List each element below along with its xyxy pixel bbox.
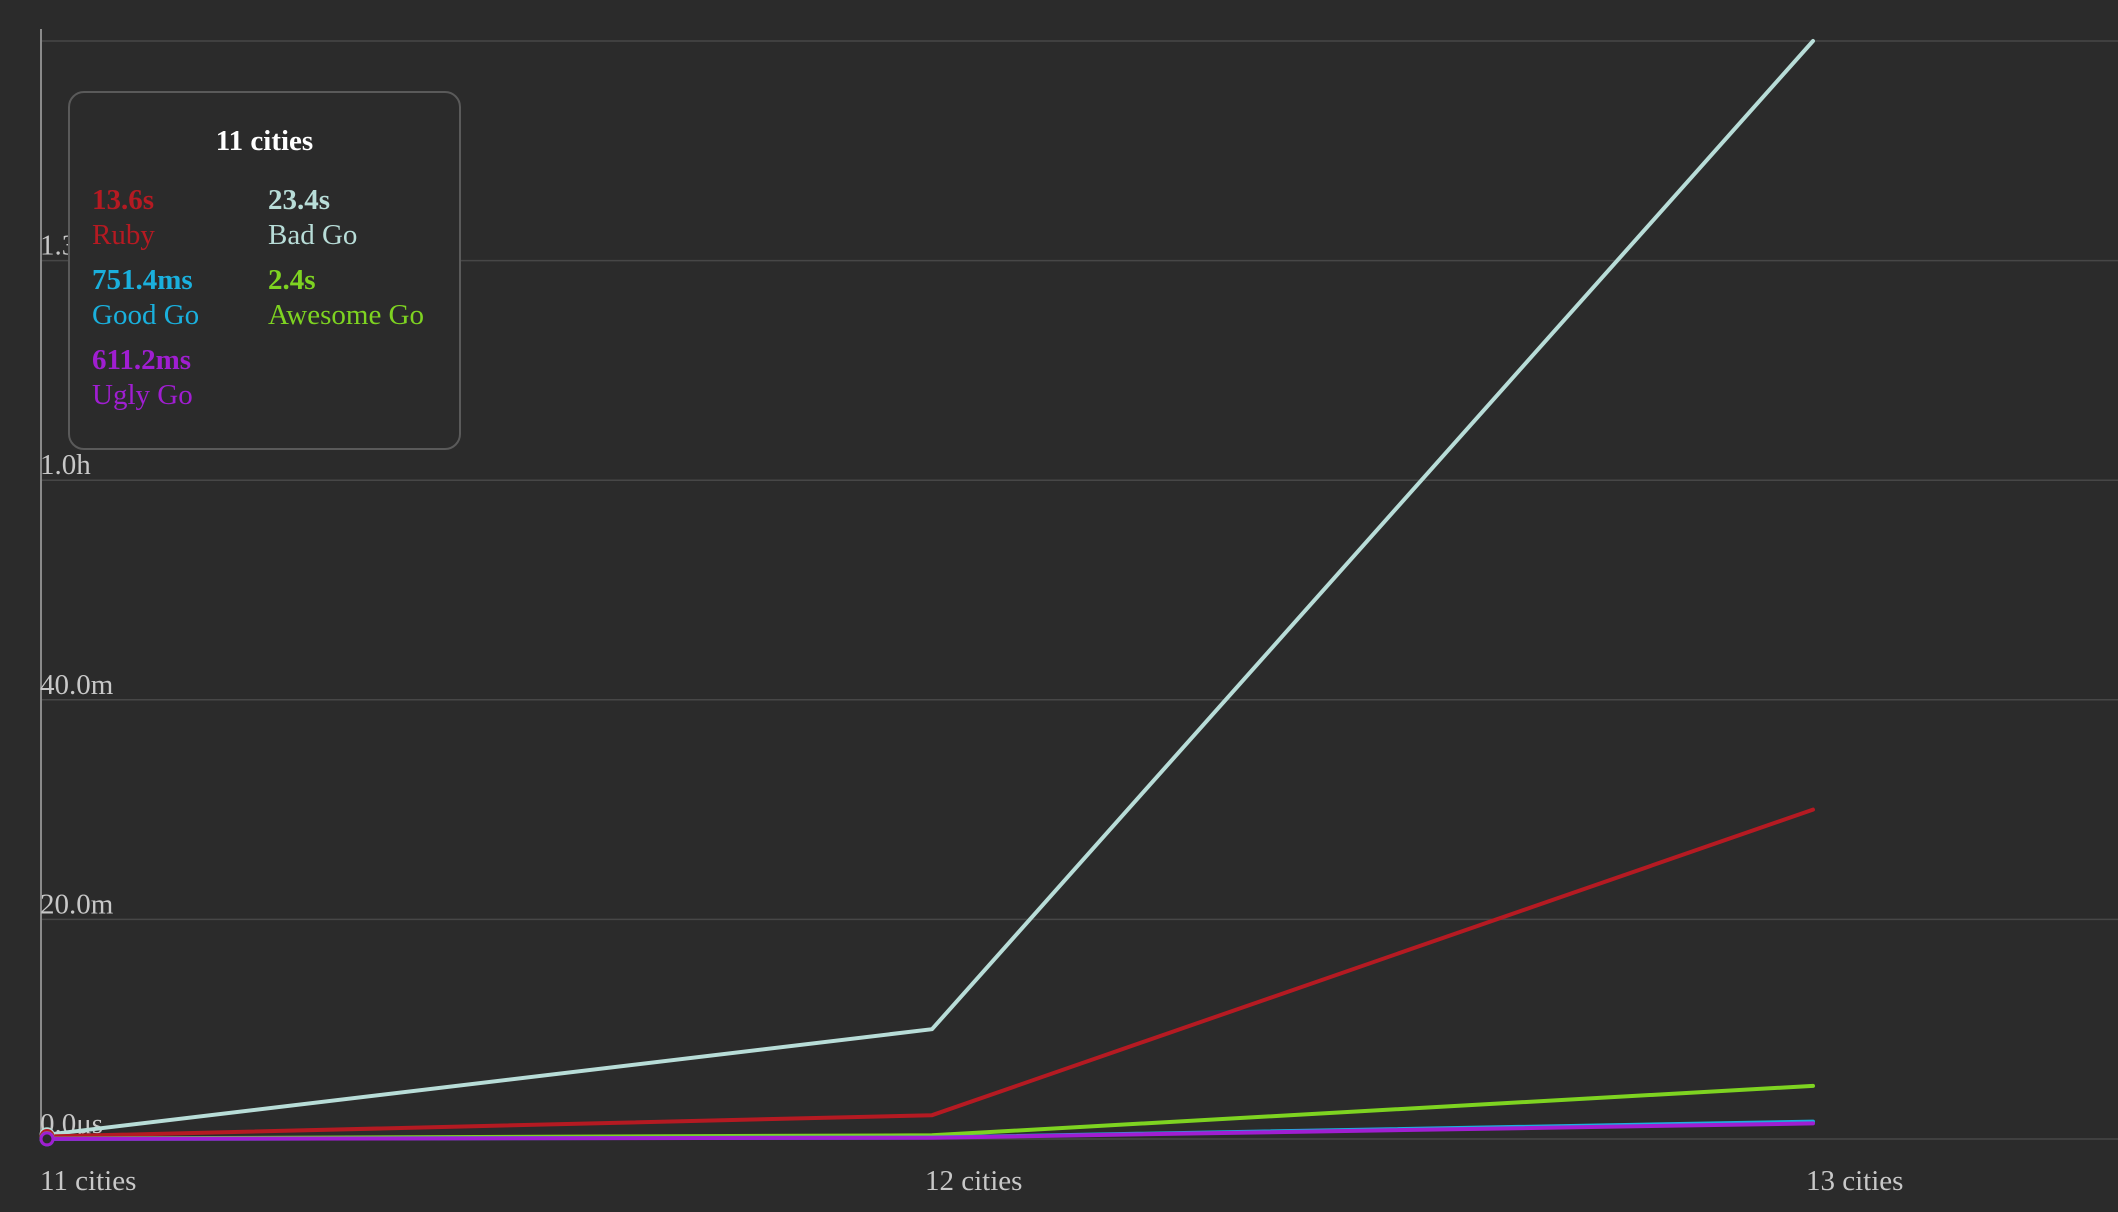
hover-tooltip: 11 cities 13.6s Ruby 23.4s Bad Go 751.4m… — [68, 91, 461, 450]
tooltip-item-awesome-go: 2.4s Awesome Go — [268, 263, 424, 333]
series-layer[interactable] — [45, 39, 1815, 1141]
tooltip-item-ruby: 13.6s Ruby — [92, 183, 155, 253]
x-tick-label: 13 cities — [1806, 1165, 1903, 1197]
tooltip-item-good-go: 751.4ms Good Go — [92, 263, 199, 333]
x-tick-label: 11 cities — [40, 1165, 136, 1197]
tooltip-value: 2.4s — [268, 264, 316, 296]
hover-point-ugly-go — [39, 1131, 55, 1147]
x-tick-label: 12 cities — [925, 1165, 1022, 1197]
tooltip-label: Bad Go — [268, 219, 358, 251]
tooltip-value: 13.6s — [92, 184, 155, 216]
hover-markers — [39, 1127, 55, 1147]
y-tick-label: 40.0m — [40, 669, 114, 701]
tooltip-value: 751.4ms — [92, 264, 193, 296]
tooltip-label: Good Go — [92, 299, 200, 331]
series-line-ugly-go[interactable] — [45, 1121, 1815, 1141]
series-line-ruby[interactable] — [45, 807, 1815, 1139]
tooltip-label: Ruby — [92, 219, 155, 251]
tooltip-item-ugly-go: 611.2ms Ugly Go — [92, 343, 193, 413]
tooltip-label: Awesome Go — [268, 299, 425, 331]
tooltip-value: 611.2ms — [92, 344, 192, 376]
tooltip-item-bad-go: 23.4s Bad Go — [268, 183, 357, 253]
tooltip-label: Ugly Go — [92, 379, 193, 411]
y-tick-label: 1.0h — [40, 449, 91, 481]
x-axis-ticks: 11 cities 12 cities 13 cities — [40, 1165, 1903, 1197]
tooltip-value: 23.4s — [268, 184, 331, 216]
y-tick-label: 20.0m — [40, 888, 114, 920]
tooltip-title: 11 cities — [215, 125, 314, 157]
series-line-bad-go[interactable] — [45, 39, 1815, 1137]
